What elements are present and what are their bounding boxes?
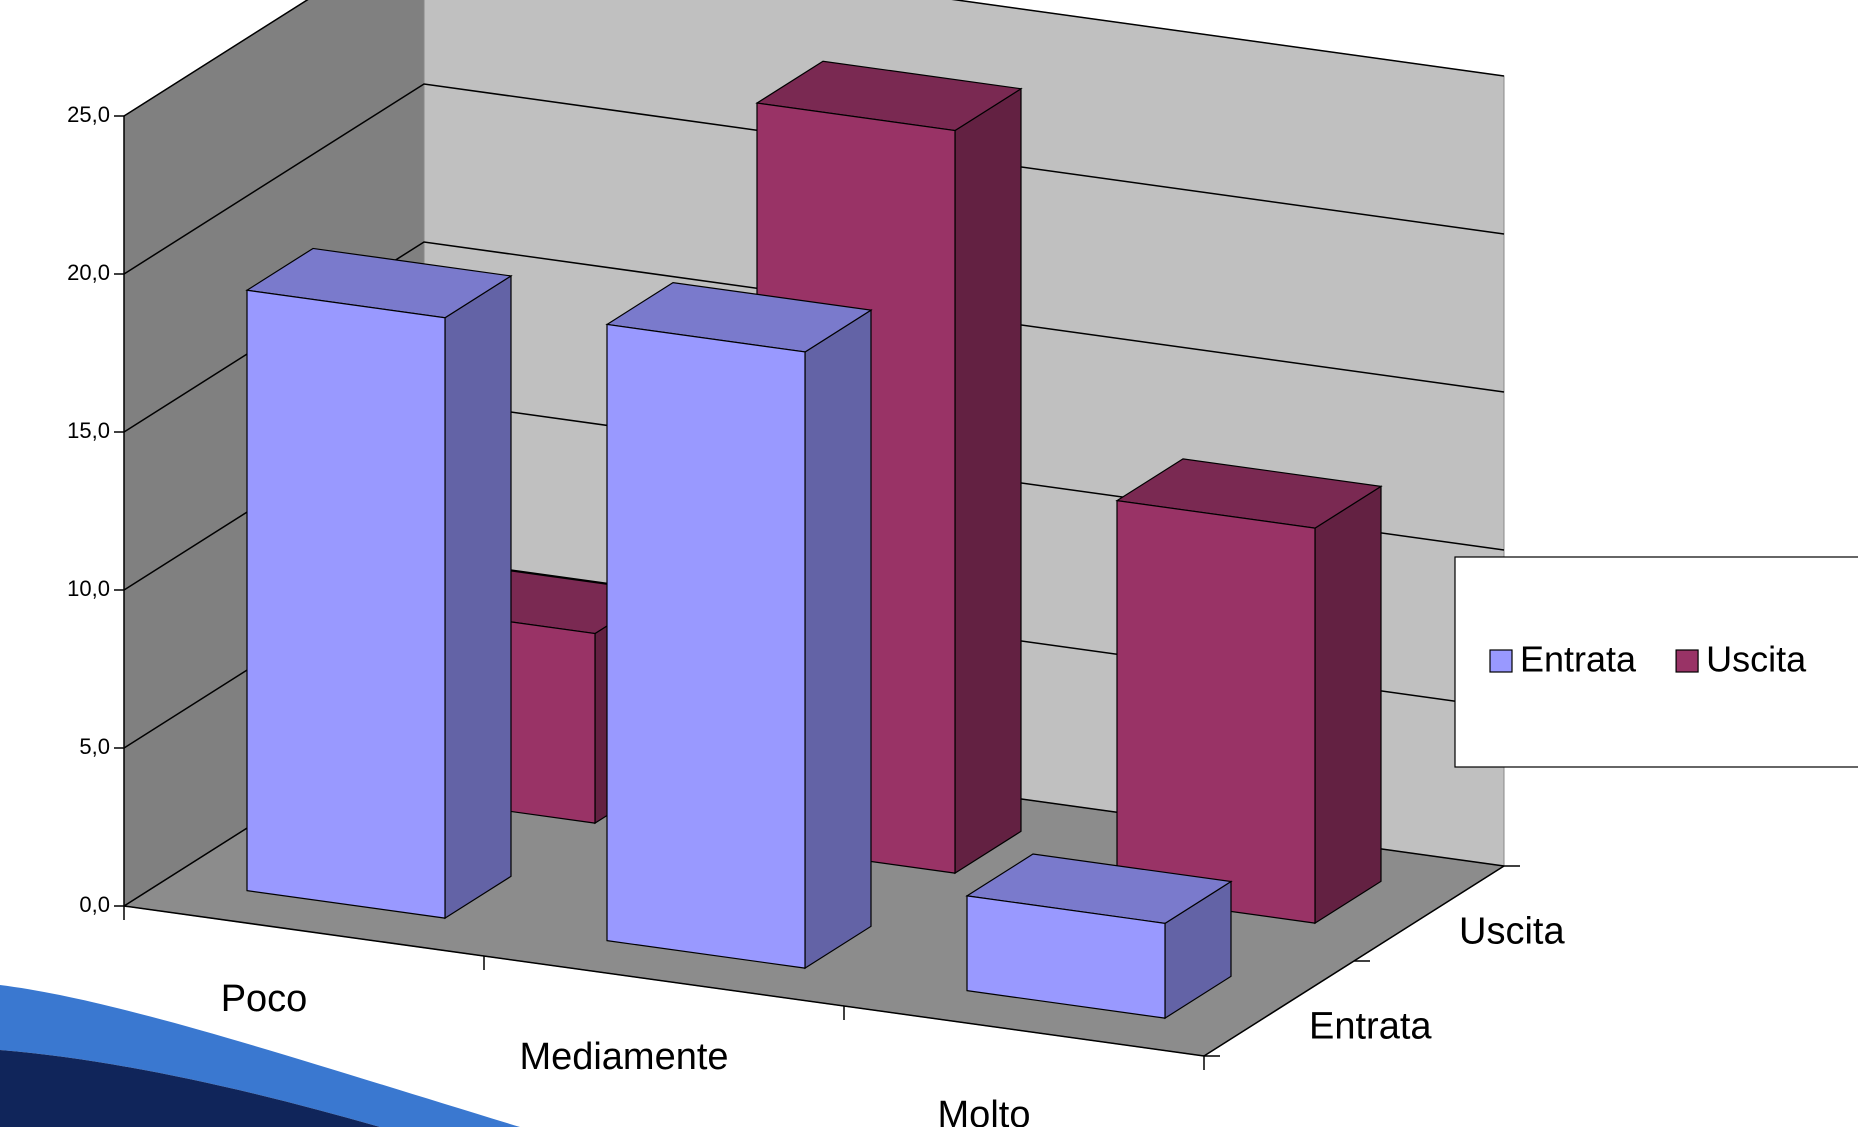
bar (1115, 458, 1383, 925)
x-tick-label: Poco (221, 978, 308, 1020)
legend-swatch (1675, 649, 1699, 673)
bar (965, 853, 1233, 1020)
x-axis (123, 905, 1205, 1057)
decoration (0, 985, 520, 1127)
swoosh (0, 985, 520, 1127)
swoosh-shadow (0, 1050, 380, 1127)
bar-front (606, 323, 806, 969)
y-tick-label: 15,0 (67, 418, 110, 443)
x-tick-label: Molto (938, 1094, 1031, 1127)
depth-label: Entrata (1309, 1006, 1432, 1048)
grid-line (123, 241, 1505, 433)
y-tick-label: 20,0 (67, 260, 110, 285)
legend-box (1454, 556, 1858, 768)
grid-line (123, 0, 1505, 117)
bar-side (954, 87, 1022, 875)
grid-line (123, 83, 1505, 275)
bar (605, 282, 873, 970)
bar-side (444, 274, 512, 920)
bar-front (246, 289, 446, 919)
legend-label: Uscita (1706, 639, 1807, 680)
legend-label: Entrata (1520, 639, 1637, 680)
y-tick-label: 10,0 (67, 576, 110, 601)
x-tick-label: Mediamente (519, 1036, 728, 1078)
y-tick-label: 0,0 (79, 892, 110, 917)
legend-swatch (1489, 649, 1513, 673)
bar-front (1116, 499, 1316, 924)
bar-front (966, 895, 1166, 1019)
depth-label: Uscita (1459, 911, 1565, 953)
bar-side (804, 309, 872, 970)
legend: Entrata Uscita (1454, 556, 1858, 768)
bar-side (1314, 485, 1382, 925)
y-tick-label: 5,0 (79, 734, 110, 759)
y-tick-label: 25,0 (67, 102, 110, 127)
bar (245, 247, 513, 920)
